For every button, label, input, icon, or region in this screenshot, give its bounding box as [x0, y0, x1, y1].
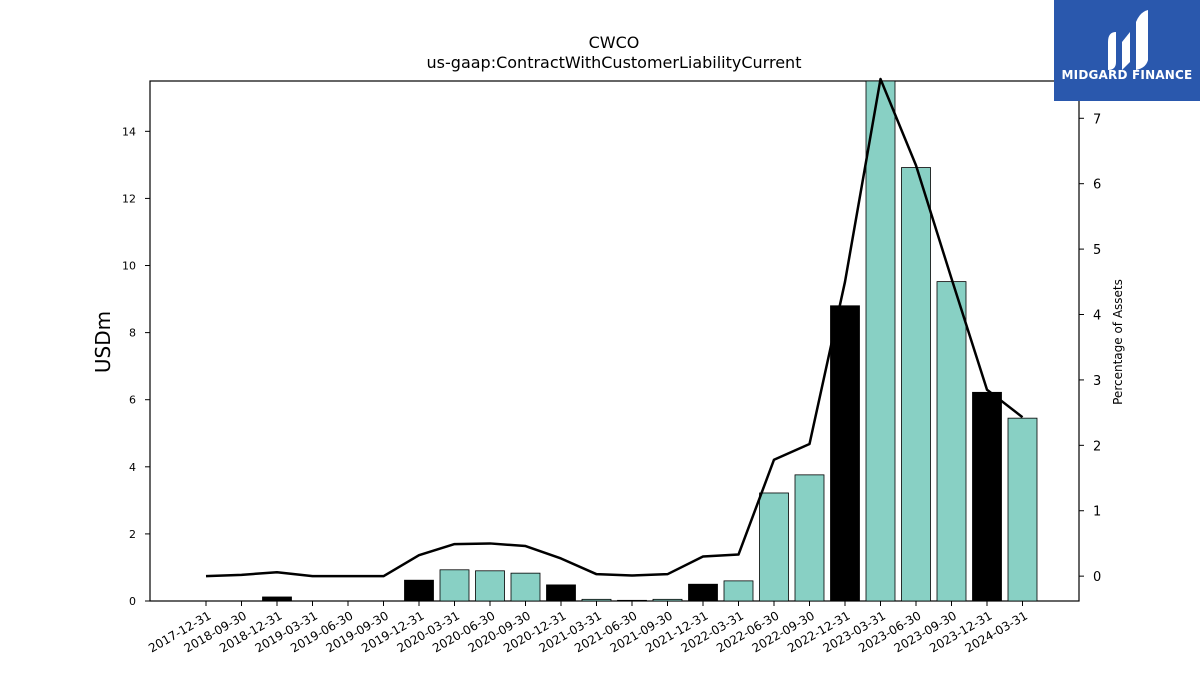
chart-title: CWCO	[589, 33, 640, 52]
plot-area: 02468101214012345672017-12-312018-09-302…	[122, 77, 1101, 655]
y-tick-label: 6	[129, 394, 136, 407]
bar	[794, 474, 825, 602]
bar	[759, 492, 789, 602]
y2-tick-label: 0	[1093, 570, 1101, 585]
bar	[546, 584, 576, 602]
bar	[865, 80, 896, 602]
bar	[510, 572, 541, 602]
bar	[617, 599, 647, 602]
bar	[262, 596, 292, 602]
y-tick-label: 0	[129, 595, 136, 608]
y-tick-label: 12	[122, 192, 136, 205]
logo-mark-icon	[1108, 10, 1148, 70]
y-tick-label: 14	[122, 125, 136, 138]
bar	[475, 570, 505, 602]
logo-text: MIDGARD FINANCE	[1061, 68, 1193, 82]
y-tick-label: 8	[129, 327, 136, 340]
bar	[972, 391, 1002, 602]
y-tick-label: 10	[122, 260, 136, 273]
y2-tick-label: 4	[1093, 309, 1101, 324]
y-tick-label: 2	[129, 528, 136, 541]
bar	[901, 167, 931, 602]
y2-tick-label: 2	[1093, 439, 1101, 454]
bar	[688, 583, 718, 602]
y2-tick-label: 3	[1093, 374, 1101, 389]
y-tick-label: 4	[129, 461, 136, 474]
brand-logo: MIDGARD FINANCE	[1054, 0, 1200, 101]
y2-tick-label: 1	[1093, 505, 1101, 520]
plot-frame	[149, 80, 1080, 602]
y2-tick-label: 7	[1093, 112, 1101, 127]
y2-axis-label: Percentage of Assets	[1111, 279, 1125, 405]
bar	[439, 569, 470, 602]
y-axis-label: USDm	[91, 311, 115, 373]
bar	[404, 579, 434, 602]
bar	[936, 281, 967, 602]
bar	[652, 598, 683, 602]
chart-subtitle: us-gaap:ContractWithCustomerLiabilityCur…	[427, 53, 802, 72]
bar	[723, 580, 754, 602]
y2-tick-label: 5	[1093, 243, 1101, 258]
bar	[581, 598, 612, 602]
bar	[1007, 417, 1038, 602]
percentage-line	[205, 77, 1024, 578]
bar	[830, 305, 860, 602]
y2-tick-label: 6	[1093, 178, 1101, 193]
